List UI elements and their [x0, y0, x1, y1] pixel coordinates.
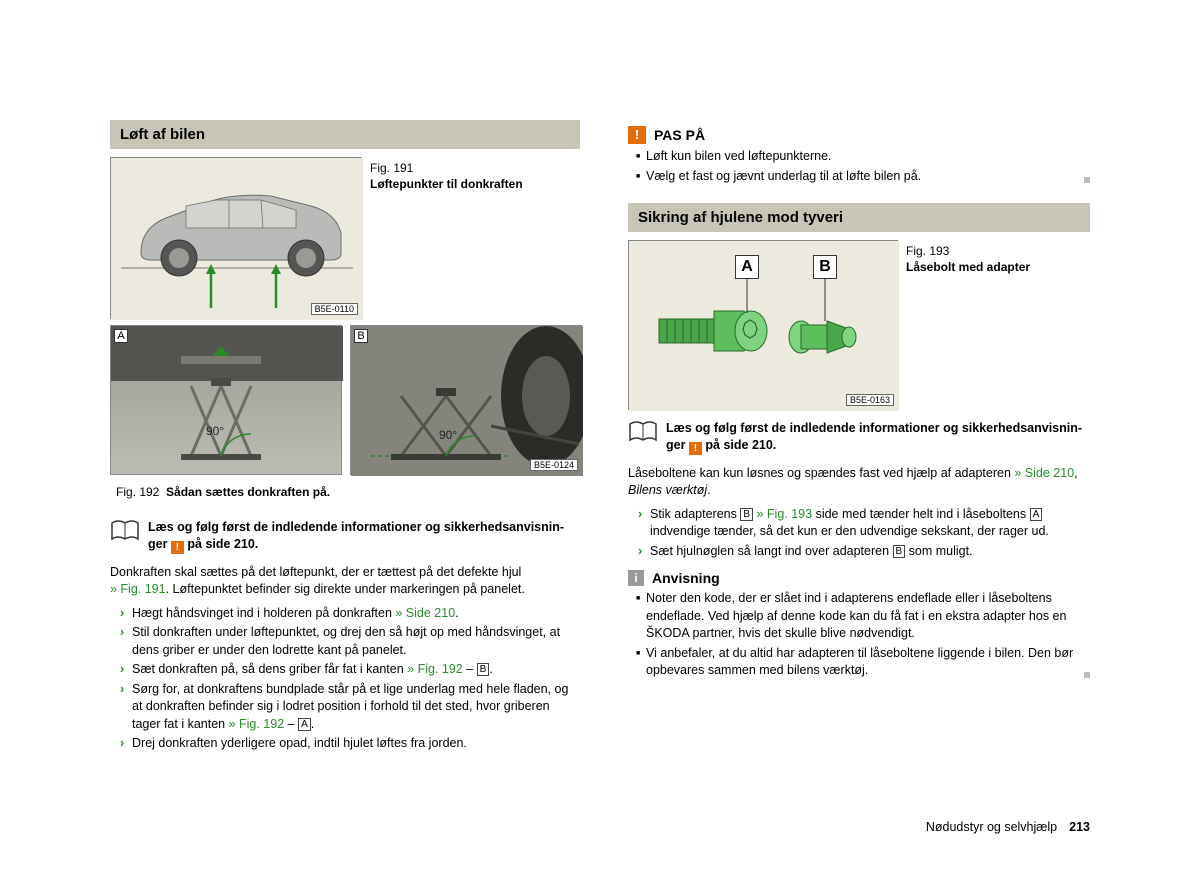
- note-item: Noter den kode, der er slået ind i adapt…: [636, 590, 1090, 643]
- paragraph: Donkraften skal sættes på det løftepunkt…: [110, 564, 580, 599]
- note-heading: i Anvisning: [628, 570, 1090, 586]
- read-first-notice: Læs og følg først de indledende informat…: [628, 420, 1090, 455]
- figure-code: B5E-0124: [530, 459, 578, 471]
- book-icon: [628, 420, 658, 444]
- page-footer: Nødudstyr og selvhjælp213: [926, 820, 1090, 834]
- crossref-link[interactable]: » Fig. 192: [407, 662, 463, 676]
- figure-193: A B B5E-0163: [628, 240, 898, 410]
- figure-191: B5E-0110: [110, 157, 362, 319]
- book-icon: [110, 519, 140, 543]
- section-heading-theft: Sikring af hjulene mod tyveri: [628, 203, 1090, 232]
- instruction-item: Drej donkraften yderligere opad, indtil …: [120, 735, 580, 753]
- instruction-item: Hægt håndsvinget ind i holderen på donkr…: [120, 605, 580, 623]
- warning-icon: !: [628, 126, 646, 144]
- note-item: Vi anbefaler, at du altid har adapteren …: [636, 645, 1090, 680]
- figure-192-panel-a: A 90°: [110, 325, 342, 475]
- instruction-list: Stik adapterens B » Fig. 193 side med tæ…: [638, 506, 1090, 561]
- section-end-marker: [1084, 177, 1090, 183]
- caution-list: Løft kun bilen ved løftepunkterne. Vælg …: [636, 148, 1090, 185]
- instruction-item: Sæt donkraften på, så dens griber får fa…: [120, 661, 580, 679]
- read-first-notice: Læs og følg først de indledende informat…: [110, 519, 580, 554]
- instruction-list: Hægt håndsvinget ind i holderen på donkr…: [120, 605, 580, 753]
- crossref-link[interactable]: » Side 210: [1014, 466, 1074, 480]
- note-list: Noter den kode, der er slået ind i adapt…: [636, 590, 1090, 680]
- figure-label-a: A: [735, 255, 759, 279]
- instruction-item: Stil donkraften under løftepunktet, og d…: [120, 624, 580, 659]
- figure-192-caption: Fig. 192 Sådan sættes donkraften på.: [110, 481, 580, 509]
- section-heading-lift: Løft af bilen: [110, 120, 580, 149]
- figure-192-panel-b: B 90° B5E-0124: [350, 325, 582, 475]
- crossref-link[interactable]: » Fig. 193: [753, 507, 812, 521]
- paragraph: Låseboltene kan kun løsnes og spændes fa…: [628, 465, 1090, 500]
- crossref-link[interactable]: » Fig. 192: [229, 717, 285, 731]
- figure-191-caption: Fig. 191 Løftepunkter til donkraften: [370, 157, 523, 319]
- caution-item: Vælg et fast og jævnt underlag til at lø…: [636, 168, 1090, 186]
- figure-code: B5E-0163: [846, 394, 894, 406]
- instruction-item: Sørg for, at donkraftens bundplade står …: [120, 681, 580, 734]
- crossref-link[interactable]: » Side 210: [395, 606, 455, 620]
- figure-code: B5E-0110: [311, 303, 358, 315]
- caution-heading: ! PAS PÅ: [628, 126, 1090, 144]
- crossref-link[interactable]: » Fig. 191: [110, 582, 166, 596]
- instruction-item: Sæt hjulnøglen så langt ind over adapter…: [638, 543, 1090, 561]
- caution-item: Løft kun bilen ved løftepunkterne.: [636, 148, 1090, 166]
- figure-label-b: B: [813, 255, 837, 279]
- figure-193-caption: Fig. 193 Låsebolt med adapter: [906, 240, 1030, 410]
- warning-icon: !: [689, 442, 702, 455]
- instruction-item: Stik adapterens B » Fig. 193 side med tæ…: [638, 506, 1090, 541]
- info-icon: i: [628, 570, 644, 586]
- section-end-marker: [1084, 672, 1090, 678]
- warning-icon: !: [171, 541, 184, 554]
